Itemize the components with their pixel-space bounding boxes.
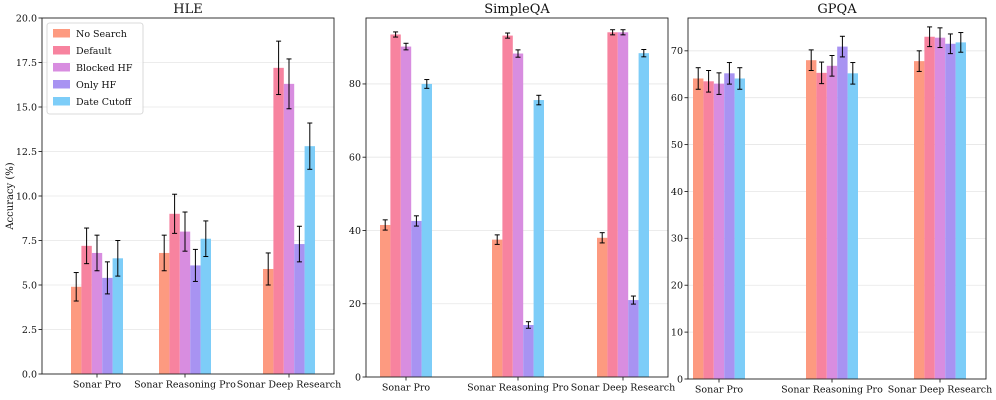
bar-default-0: [390, 34, 401, 378]
bar-only-hf-1: [190, 265, 201, 374]
bar-default-0: [703, 81, 714, 379]
y-tick-label: 80: [349, 79, 361, 90]
x-tick-label: Sonar Deep Research: [888, 385, 992, 396]
bar-only-hf-0: [102, 277, 113, 374]
y-tick-label: 50: [671, 140, 683, 151]
bar-no-search-2: [263, 268, 274, 374]
bar-date-cutoff-1: [533, 100, 544, 378]
bar-blocked-hf-2: [934, 37, 946, 379]
legend-swatch: [53, 80, 70, 89]
legend-swatch: [53, 29, 70, 38]
legend-swatch: [53, 97, 70, 106]
bar-blocked-hf-1: [179, 231, 191, 374]
bar-date-cutoff-2: [304, 146, 315, 374]
y-tick-label: 17.5: [16, 58, 37, 69]
bar-date-cutoff-0: [112, 258, 123, 374]
x-tick-label: Sonar Reasoning Pro: [134, 380, 236, 391]
bar-only-hf-0: [411, 220, 422, 377]
chart-title: HLE: [173, 2, 202, 17]
bar-date-cutoff-1: [200, 238, 211, 374]
bar-no-search-1: [159, 252, 170, 374]
bar-blocked-hf-2: [283, 83, 295, 375]
bar-default-1: [502, 35, 513, 377]
legend-box: [46, 22, 144, 115]
y-tick-label: 20: [349, 299, 361, 310]
bar-no-search-0: [693, 78, 704, 379]
bar-only-hf-2: [628, 300, 639, 377]
bar-blocked-hf-0: [713, 83, 725, 380]
bar-date-cutoff-2: [638, 53, 649, 377]
y-tick-label: 15.0: [16, 102, 37, 113]
bar-blocked-hf-0: [400, 46, 412, 377]
bar-only-hf-2: [294, 244, 305, 374]
legend-swatch: [53, 63, 70, 72]
y-tick-label: 70: [671, 46, 683, 57]
chart-panel-hle: 0.0 2.5 5.0 7.5 10.0 12.5 15.0 17.5 20.0 Sonar Pr…: [5, 2, 341, 391]
y-tick-label: 2.5: [22, 325, 37, 336]
y-tick-label: 40: [671, 187, 683, 198]
x-tick-label: Sonar Pro: [73, 380, 122, 391]
bar-default-2: [273, 67, 284, 374]
y-tick-label: 0.0: [22, 369, 37, 380]
bar-no-search-2: [597, 237, 608, 377]
bar-only-hf-2: [945, 43, 956, 380]
y-axis-label: Accuracy (%): [5, 162, 16, 230]
y-tick-label: 40: [349, 226, 361, 237]
axes-frame: [365, 17, 669, 378]
axes-frame: [687, 17, 987, 380]
legend-swatch: [53, 46, 70, 55]
y-tick-label: 0: [355, 372, 361, 383]
x-tick-label: Sonar Reasoning Pro: [781, 385, 883, 396]
legend-label: Date Cutoff: [76, 97, 133, 108]
y-tick-label: 60: [349, 153, 361, 164]
y-tick-label: 10: [671, 327, 683, 338]
y-tick-label: 0: [677, 374, 683, 385]
bar-no-search-1: [492, 239, 503, 377]
x-tick-label: Sonar Pro: [695, 385, 744, 396]
chart-title: SimpleQA: [484, 2, 550, 17]
legend: No Search Default Blocked HF Only HF Date Cu…: [46, 22, 144, 115]
bar-no-search-0: [380, 224, 391, 377]
bar-date-cutoff-2: [955, 42, 966, 380]
bar-default-1: [169, 213, 180, 374]
y-tick-label: 20: [671, 281, 683, 292]
bar-only-hf-1: [837, 46, 848, 380]
bar-default-2: [607, 32, 618, 377]
x-tick-label: Sonar Reasoning Pro: [467, 383, 569, 394]
bar-date-cutoff-1: [847, 73, 858, 379]
bar-only-hf-1: [523, 324, 534, 377]
bar-date-cutoff-0: [734, 78, 745, 379]
bar-default-0: [81, 245, 92, 374]
bar-no-search-0: [71, 286, 82, 374]
x-tick-label: Sonar Pro: [382, 383, 431, 394]
bar-blocked-hf-2: [617, 32, 629, 377]
y-tick-label: 5.0: [22, 280, 37, 291]
chart-panel-simpleqa: 0 20 40 60 80 Sonar Pro Sonar Reasoning Pro Son…: [349, 2, 675, 394]
bar-blocked-hf-1: [826, 65, 838, 380]
legend-label: No Search: [76, 29, 127, 40]
y-tick-label: 30: [671, 234, 683, 245]
bar-only-hf-0: [724, 73, 735, 379]
chart-title: GPQA: [817, 2, 857, 17]
bar-default-2: [924, 36, 935, 380]
y-tick-label: 20.0: [16, 13, 37, 24]
y-tick-label: 12.5: [16, 147, 37, 158]
x-tick-label: Sonar Deep Research: [571, 383, 675, 394]
y-tick-label: 7.5: [22, 236, 37, 247]
bar-date-cutoff-0: [421, 83, 432, 377]
legend-label: Blocked HF: [76, 63, 133, 74]
y-tick-label: 60: [671, 93, 683, 104]
bar-no-search-1: [806, 60, 817, 380]
x-tick-label: Sonar Deep Research: [237, 380, 341, 391]
y-tick-label: 10.0: [16, 191, 37, 202]
bar-no-search-2: [914, 61, 925, 379]
legend-label: Only HF: [76, 80, 117, 91]
bar-blocked-hf-1: [512, 53, 524, 378]
bar-default-1: [816, 72, 827, 380]
chart-panel-gpqa: 0 10 20 30 40 50 60 70 Sonar Pro Sonar Reasoning …: [671, 2, 992, 396]
legend-label: Default: [76, 46, 112, 57]
bar-blocked-hf-0: [91, 252, 103, 374]
